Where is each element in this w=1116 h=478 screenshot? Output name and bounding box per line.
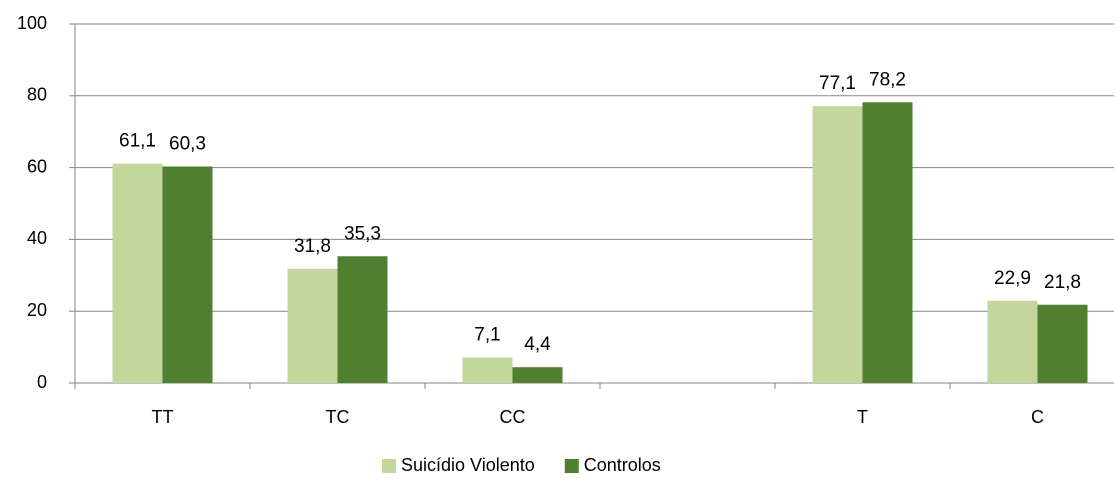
x-tick-label: C xyxy=(1031,407,1044,427)
y-tick-label: 40 xyxy=(27,228,47,248)
legend-label: Suicídio Violento xyxy=(401,455,535,475)
legend-label: Controlos xyxy=(584,455,661,475)
legend-swatch xyxy=(564,459,579,473)
bar xyxy=(462,357,513,383)
y-tick-label: 60 xyxy=(27,156,47,176)
legend-swatch xyxy=(382,459,396,473)
value-label: 31,8 xyxy=(294,236,331,257)
y-tick-label: 20 xyxy=(27,300,47,320)
y-tick-label: 80 xyxy=(27,85,47,105)
bar xyxy=(987,300,1038,383)
bar xyxy=(512,367,563,383)
bar xyxy=(1037,304,1088,383)
bar xyxy=(862,102,913,384)
value-label: 60,3 xyxy=(169,134,206,155)
y-tick-label: 0 xyxy=(37,372,47,392)
y-tick-label: 100 xyxy=(17,13,47,33)
value-label: 21,8 xyxy=(1044,272,1081,293)
bar xyxy=(337,256,388,383)
x-tick-label: TT xyxy=(152,407,174,427)
value-label: 77,1 xyxy=(819,73,856,94)
value-label: 61,1 xyxy=(119,131,156,152)
bar xyxy=(112,163,163,383)
bar xyxy=(812,106,863,383)
x-tick-label: T xyxy=(857,407,868,427)
x-tick-label: TC xyxy=(326,407,350,427)
bar xyxy=(287,268,338,383)
x-tick-label: CC xyxy=(500,407,526,427)
value-label: 22,9 xyxy=(994,268,1031,289)
bar xyxy=(162,166,213,383)
value-label: 4,4 xyxy=(524,334,551,355)
value-label: 7,1 xyxy=(474,325,500,346)
value-label: 35,3 xyxy=(344,223,381,244)
value-label: 78,2 xyxy=(869,69,906,90)
